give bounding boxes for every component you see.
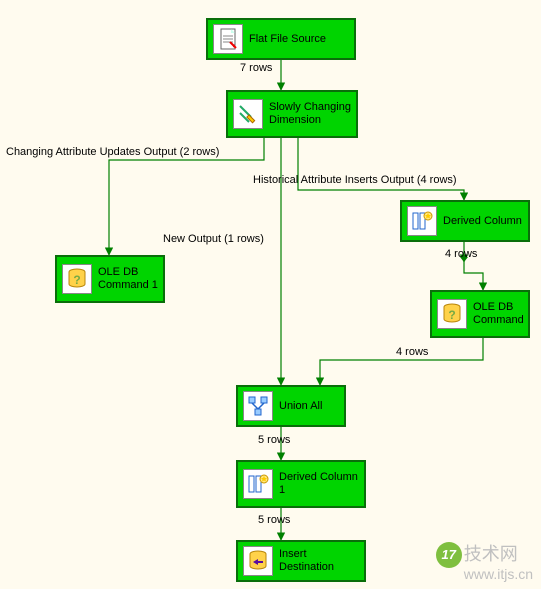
derived-column-node[interactable]: Derived Column bbox=[400, 200, 530, 242]
node-label: Slowly Changing Dimension bbox=[269, 101, 351, 126]
watermark-title: 技术网 bbox=[464, 544, 518, 564]
edge-label: New Output (1 rows) bbox=[163, 233, 264, 245]
edge-label: Historical Attribute Inserts Output (4 r… bbox=[253, 174, 457, 186]
svg-text:?: ? bbox=[448, 308, 455, 322]
node-label: Insert Destination bbox=[279, 548, 359, 573]
ssis-dataflow-canvas: { "nodes": { "flatfile": { "label": "Fla… bbox=[0, 0, 541, 589]
node-label: OLE DB Command bbox=[473, 301, 524, 326]
derived-column-1-node[interactable]: Derived Column 1 bbox=[236, 460, 366, 508]
file-icon bbox=[213, 24, 243, 54]
svg-text:?: ? bbox=[73, 273, 80, 287]
pencil-icon bbox=[233, 99, 263, 129]
edge-label: 5 rows bbox=[258, 434, 290, 446]
flat-file-source-node[interactable]: Flat File Source bbox=[206, 18, 356, 60]
oledb-command-1-node[interactable]: ? OLE DB Command 1 bbox=[55, 255, 165, 303]
node-label: Derived Column bbox=[443, 215, 522, 228]
edge-label: 5 rows bbox=[258, 514, 290, 526]
node-label: Union All bbox=[279, 400, 322, 413]
watermark-url: www.itjs.cn bbox=[464, 566, 533, 583]
node-label: Derived Column 1 bbox=[279, 471, 359, 496]
db-question-icon: ? bbox=[62, 264, 92, 294]
edge-label: 4 rows bbox=[396, 346, 428, 358]
edge-label: Changing Attribute Updates Output (2 row… bbox=[6, 146, 219, 158]
merge-icon bbox=[243, 391, 273, 421]
edge-label: 7 rows bbox=[240, 62, 272, 74]
slowly-changing-dimension-node[interactable]: Slowly Changing Dimension bbox=[226, 90, 358, 138]
db-question-icon: ? bbox=[437, 299, 467, 329]
union-all-node[interactable]: Union All bbox=[236, 385, 346, 427]
db-arrow-icon bbox=[243, 546, 273, 576]
columns-icon bbox=[243, 469, 273, 499]
edge-label: 4 rows bbox=[445, 248, 477, 260]
insert-destination-node[interactable]: Insert Destination bbox=[236, 540, 366, 582]
oledb-command-node[interactable]: ? OLE DB Command bbox=[430, 290, 530, 338]
columns-icon bbox=[407, 206, 437, 236]
node-label: OLE DB Command 1 bbox=[98, 266, 158, 291]
node-label: Flat File Source bbox=[249, 33, 326, 46]
watermark: 17技术网 www.itjs.cn bbox=[436, 542, 533, 583]
watermark-badge: 17 bbox=[436, 542, 462, 568]
